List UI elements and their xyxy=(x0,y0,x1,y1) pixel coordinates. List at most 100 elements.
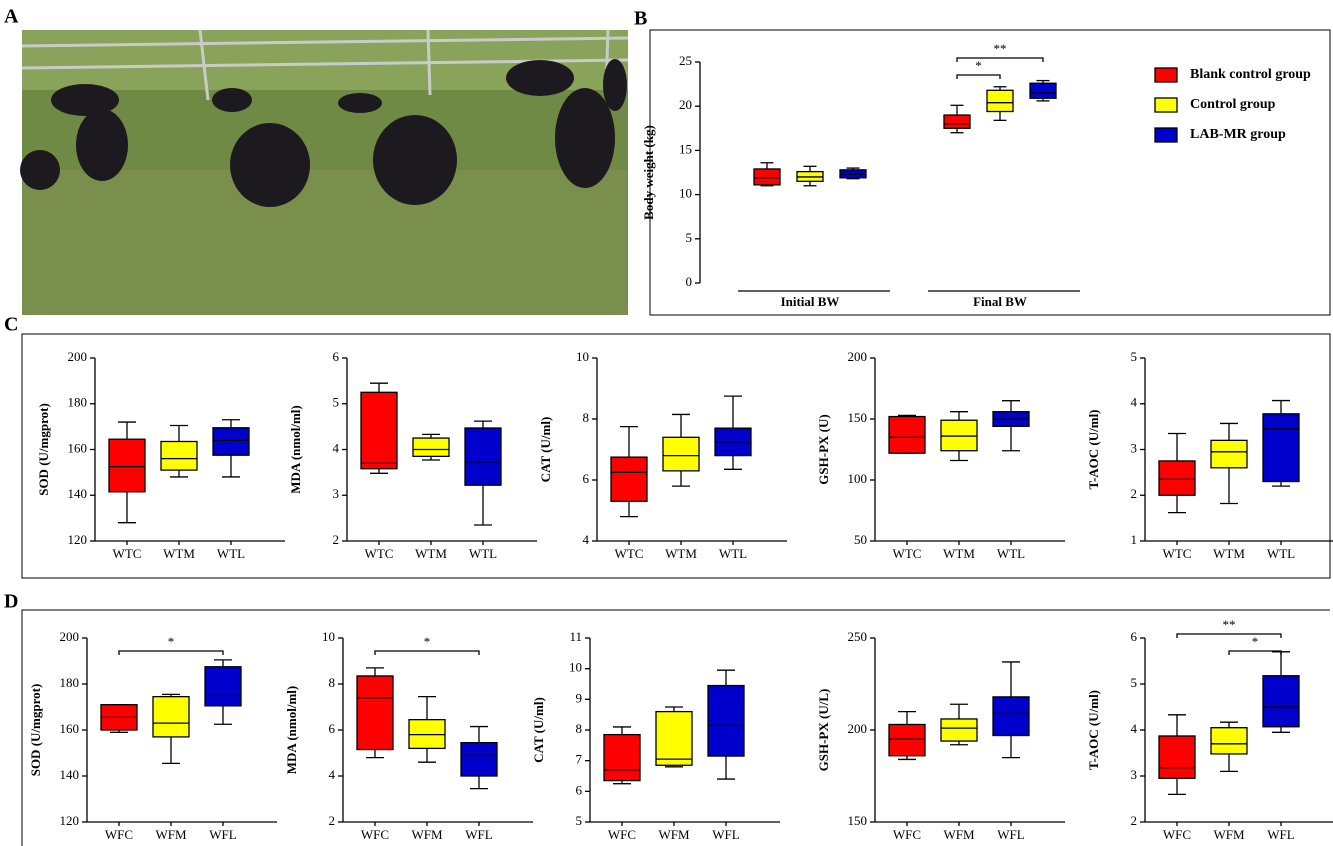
box xyxy=(1211,728,1247,754)
significance-bracket xyxy=(957,58,1043,62)
significance-bracket xyxy=(375,651,479,655)
y-axis-label: GSH-PX (U) xyxy=(816,414,831,484)
x-tick-label: WTC xyxy=(615,546,644,561)
x-tick-label: WFC xyxy=(105,827,133,842)
y-tick-label: 10 xyxy=(576,349,589,364)
y-tick-label: 25 xyxy=(679,53,692,68)
y-tick-label: 6 xyxy=(583,471,590,486)
y-tick-label: 5 xyxy=(686,230,693,245)
y-tick-label: 200 xyxy=(848,721,868,736)
box xyxy=(656,712,692,766)
box xyxy=(153,697,189,737)
y-tick-label: 2 xyxy=(333,532,340,547)
y-tick-label: 160 xyxy=(68,440,88,455)
y-tick-label: 8 xyxy=(329,675,336,690)
y-axis-label: T-AOC (U/ml) xyxy=(1086,409,1101,489)
y-tick-label: 50 xyxy=(854,532,867,547)
y-tick-label: 3 xyxy=(333,486,340,501)
x-tick-label: Initial BW xyxy=(781,294,840,309)
y-tick-label: 2 xyxy=(329,813,336,828)
legend-label: Blank control group xyxy=(1190,67,1311,82)
panel-label: A xyxy=(4,6,19,28)
figure: A B C D 0510152025Body weight (kg)Initia… xyxy=(0,0,1333,846)
significance-bracket xyxy=(119,651,223,655)
legend-label: Control group xyxy=(1190,97,1276,112)
y-tick-label: 6 xyxy=(329,721,336,736)
box xyxy=(1030,83,1056,98)
box xyxy=(1263,414,1299,482)
x-tick-label: WTM xyxy=(163,546,195,561)
x-tick-label: WTC xyxy=(893,546,922,561)
box xyxy=(1159,736,1195,778)
significance-bracket xyxy=(957,75,1000,79)
y-axis-label: SOD (U/mgprot) xyxy=(28,684,43,777)
y-axis-label: MDA (nmol/ml) xyxy=(288,405,303,493)
y-tick-label: 200 xyxy=(60,629,80,644)
significance-label: ** xyxy=(1223,617,1236,632)
box xyxy=(987,90,1013,111)
y-tick-label: 10 xyxy=(679,186,692,201)
x-tick-label: WFC xyxy=(1163,827,1191,842)
box xyxy=(1159,461,1195,495)
x-tick-label: WFL xyxy=(465,827,493,842)
legend-swatch xyxy=(1155,128,1177,142)
y-tick-label: 150 xyxy=(848,410,868,425)
y-axis-label: SOD (U/mgprot) xyxy=(36,403,51,496)
y-tick-label: 3 xyxy=(1131,767,1138,782)
x-tick-label: WFC xyxy=(361,827,389,842)
y-tick-label: 8 xyxy=(576,721,583,736)
x-tick-label: WTC xyxy=(1163,546,1192,561)
x-tick-label: Final BW xyxy=(973,294,1027,309)
y-axis-label: T-AOC (U/ml) xyxy=(1086,690,1101,770)
legend-swatch xyxy=(1155,68,1177,82)
y-tick-label: 4 xyxy=(583,532,590,547)
box xyxy=(663,437,699,471)
x-tick-label: WTL xyxy=(997,546,1025,561)
x-tick-label: WFC xyxy=(608,827,636,842)
y-tick-label: 120 xyxy=(60,813,80,828)
x-tick-label: WFL xyxy=(1267,827,1295,842)
y-tick-label: 140 xyxy=(60,767,80,782)
panel-label: D xyxy=(4,591,18,613)
box xyxy=(205,667,241,706)
y-axis-label: CAT (U/ml) xyxy=(531,697,546,763)
y-axis-label: GSH-PX (U/L) xyxy=(816,689,831,772)
x-tick-label: WTL xyxy=(469,546,497,561)
box xyxy=(889,417,925,454)
y-tick-label: 4 xyxy=(333,440,340,455)
box xyxy=(413,438,449,456)
box xyxy=(109,439,145,492)
y-tick-label: 8 xyxy=(583,410,590,425)
y-axis-label: MDA (nmol/ml) xyxy=(284,686,299,774)
y-tick-label: 5 xyxy=(1131,349,1138,364)
x-tick-label: WTM xyxy=(665,546,697,561)
significance-label: * xyxy=(424,634,431,649)
box xyxy=(1263,676,1299,727)
significance-bracket xyxy=(1177,634,1281,638)
x-tick-label: WFM xyxy=(1213,827,1245,842)
y-tick-label: 150 xyxy=(848,813,868,828)
x-tick-label: WFC xyxy=(893,827,921,842)
y-tick-label: 11 xyxy=(569,629,582,644)
y-tick-label: 20 xyxy=(679,97,692,112)
y-tick-label: 9 xyxy=(576,690,583,705)
y-tick-label: 5 xyxy=(1131,675,1138,690)
y-tick-label: 1 xyxy=(1131,532,1138,547)
y-tick-label: 100 xyxy=(848,471,868,486)
x-tick-label: WFL xyxy=(997,827,1025,842)
x-tick-label: WFL xyxy=(712,827,740,842)
panel-label: B xyxy=(634,8,647,30)
legend-swatch xyxy=(1155,98,1177,112)
x-tick-label: WTL xyxy=(719,546,747,561)
y-tick-label: 5 xyxy=(576,813,583,828)
y-tick-label: 6 xyxy=(1131,629,1138,644)
y-tick-label: 4 xyxy=(1131,395,1138,410)
x-tick-label: WTC xyxy=(113,546,142,561)
box xyxy=(357,676,393,750)
y-tick-label: 140 xyxy=(68,486,88,501)
box xyxy=(993,697,1029,736)
y-tick-label: 6 xyxy=(576,782,583,797)
x-tick-label: WTL xyxy=(1267,546,1295,561)
x-tick-label: WTM xyxy=(943,546,975,561)
significance-bracket xyxy=(1229,651,1281,655)
